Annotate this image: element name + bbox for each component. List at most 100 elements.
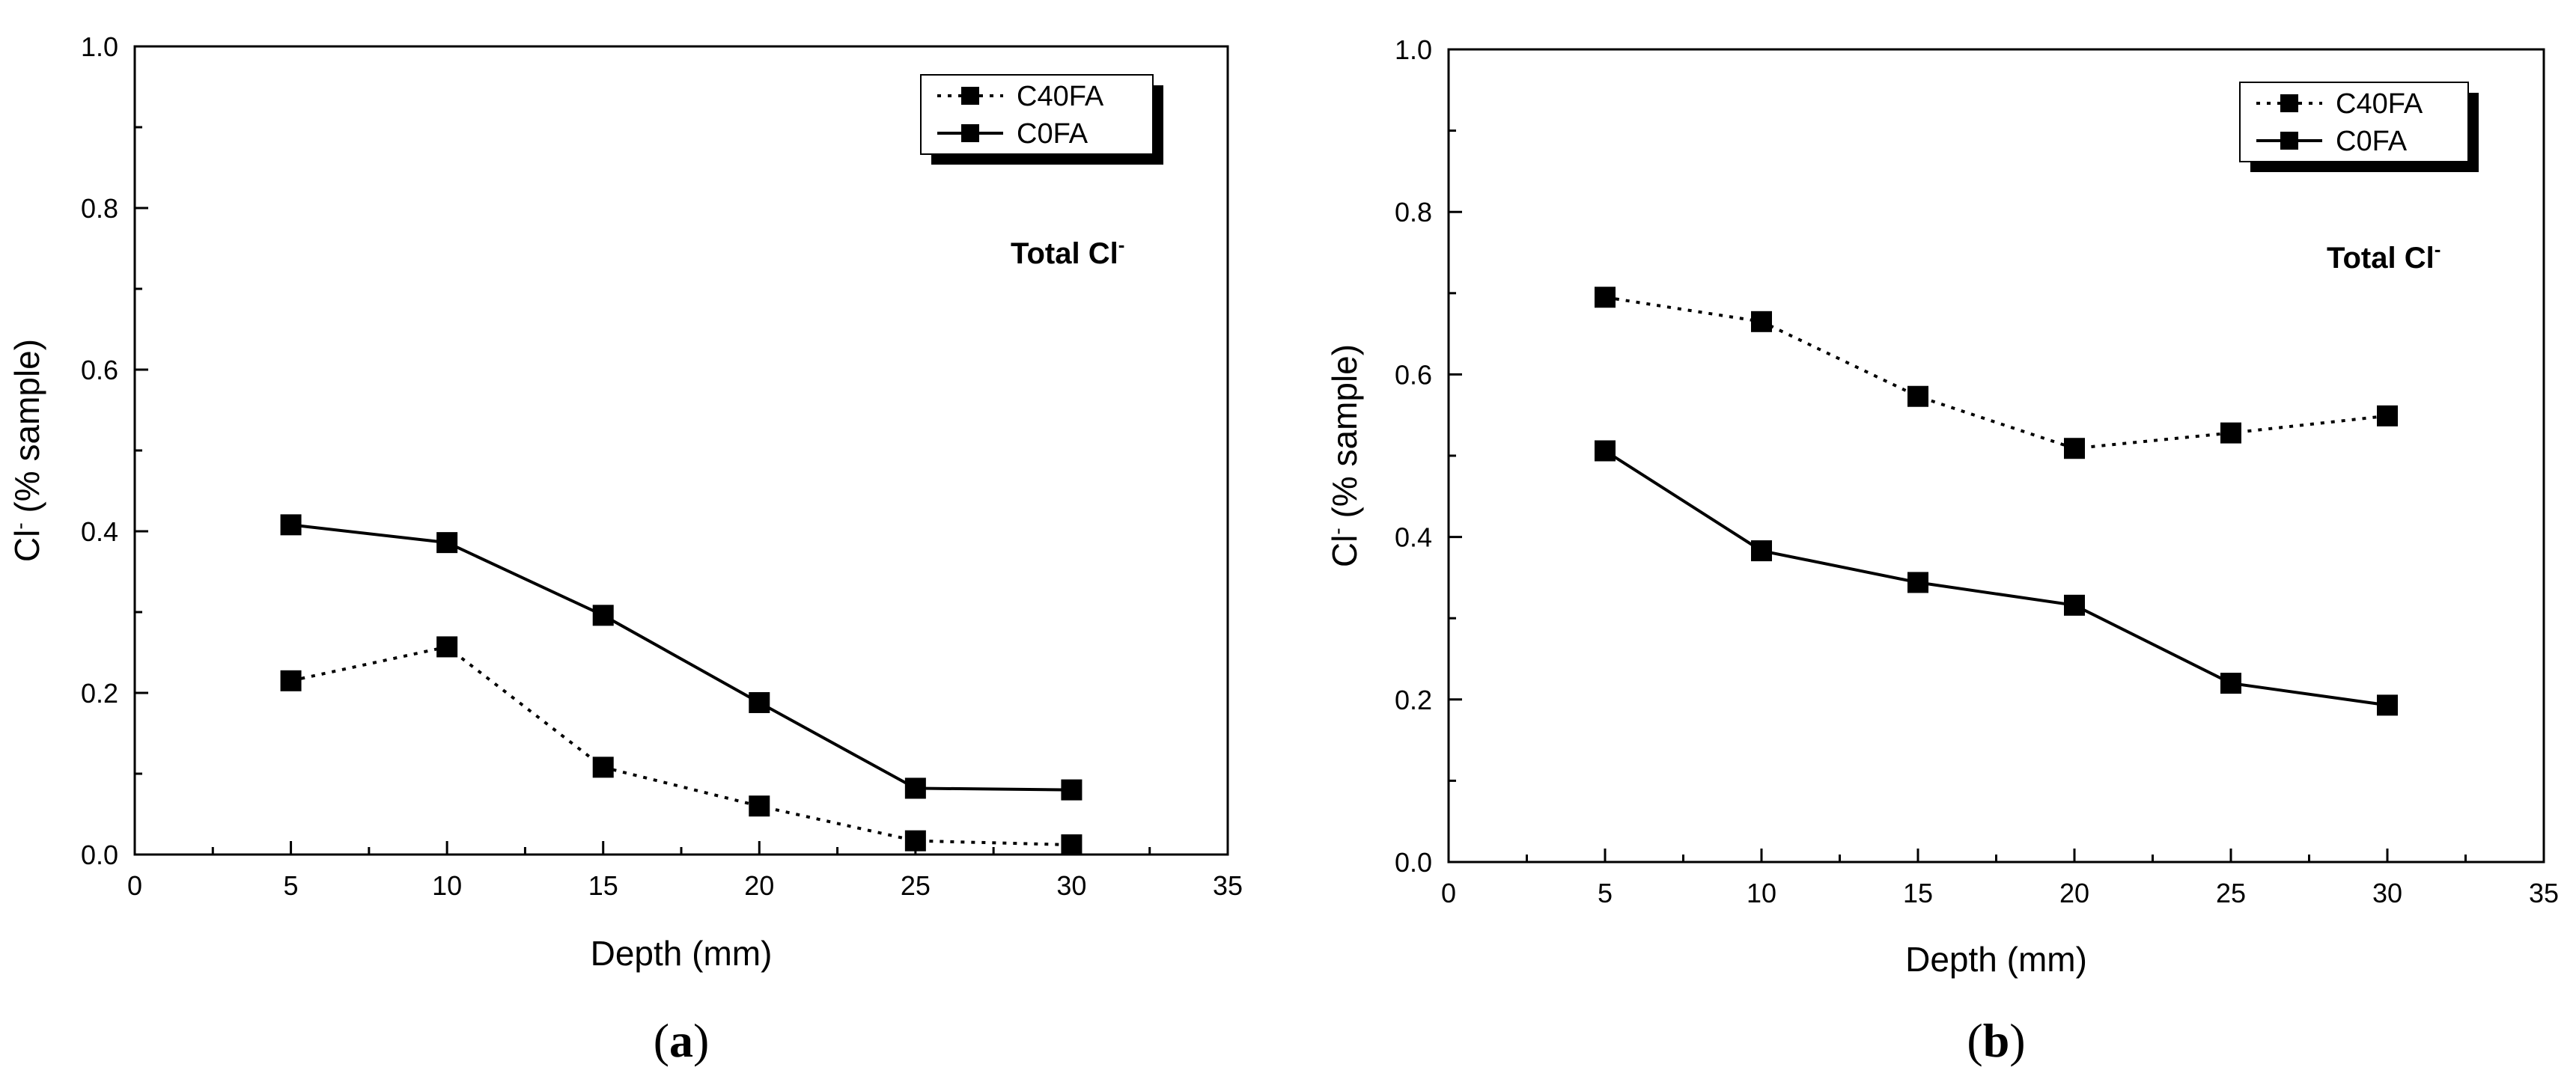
data-point-c0fa: [1061, 779, 1083, 801]
y-axis-title-sup: -: [1326, 528, 1349, 534]
data-point-c0fa: [904, 777, 926, 799]
legend-marker-c40fa: [961, 87, 979, 105]
y-tick-label: 1.0: [81, 31, 118, 62]
data-point-c0fa: [592, 605, 614, 626]
data-point-c0fa: [2064, 594, 2085, 616]
x-tick-label: 10: [432, 870, 462, 901]
series-c40fa: [1595, 287, 2398, 459]
data-point-c0fa: [436, 532, 458, 554]
chart-panel-a: 0 5 10 15 20 25 30 35 0.0 0.2 0.4 0.6 0.8 1.0 Depth (m…: [7, 31, 1243, 1067]
data-point-c0fa: [2377, 694, 2398, 716]
series-c0fa: [1595, 440, 2398, 716]
y-axis-title: Cl- (% sample): [1325, 344, 1364, 567]
data-point-c0fa: [2220, 673, 2241, 694]
data-point-c40fa: [1751, 311, 1772, 332]
y-tick-label: 0.2: [81, 678, 118, 709]
data-point-c40fa: [592, 757, 614, 778]
annotation-total-cl: Total Cl-: [1011, 233, 1124, 270]
data-point-c40fa: [2377, 405, 2398, 427]
y-axis-title-main: Cl: [1325, 535, 1364, 567]
panel-label-open: (: [654, 1014, 669, 1067]
x-tick-label: 15: [588, 870, 618, 901]
series-line-c40fa: [290, 645, 1072, 847]
data-point-c40fa: [1061, 834, 1083, 856]
y-tick-label: 0.6: [1395, 359, 1432, 390]
x-tick-label: 30: [2372, 878, 2402, 908]
y-axis-title: Cl- (% sample): [7, 339, 46, 562]
x-tick-label: 0: [1441, 878, 1456, 908]
series-line-c40fa: [1604, 296, 2388, 450]
data-point-c40fa: [2220, 422, 2241, 444]
legend-label-c40fa: C40FA: [2336, 88, 2423, 120]
legend: C40FA C0FA: [920, 74, 1163, 165]
legend-label-c40fa: C40FA: [1017, 81, 1104, 112]
panel-label-close: ): [2009, 1014, 2025, 1067]
data-point-c0fa: [749, 691, 770, 713]
x-tick-label: 25: [2216, 878, 2246, 908]
legend-label-c0fa: C0FA: [2336, 126, 2408, 157]
data-point-c40fa: [280, 670, 302, 691]
y-tick-label: 0.6: [81, 355, 118, 385]
panel-label-letter: b: [1983, 1014, 2010, 1067]
x-axis-title: Depth (mm): [591, 934, 773, 973]
x-tick-label: 35: [2529, 878, 2559, 908]
annotation-main: Total Cl: [2327, 242, 2435, 275]
panel-label-letter: a: [669, 1014, 693, 1067]
series-c40fa: [280, 636, 1083, 856]
data-point-c0fa: [1751, 540, 1772, 562]
legend-marker-c0fa: [2280, 132, 2298, 150]
panel-label: (a): [654, 1014, 710, 1067]
data-point-c40fa: [1907, 385, 1928, 407]
annotation-sup: -: [1118, 233, 1125, 256]
legend-box: [920, 74, 1154, 155]
x-axis-title: Depth (mm): [1905, 940, 2087, 979]
data-point-c0fa: [1595, 440, 1616, 462]
x-tick-label: 30: [1056, 870, 1086, 901]
annotation-sup: -: [2435, 238, 2441, 260]
legend-marker-c40fa: [2280, 94, 2298, 112]
y-tick-label: 0.4: [1395, 522, 1432, 553]
chart-panel-b: 0 5 10 15 20 25 30 35 0.0 0.2 0.4 0.6 0.8 1.0 Depth (m…: [1325, 34, 2559, 1067]
data-point-c40fa: [2064, 438, 2085, 459]
data-point-c40fa: [749, 795, 770, 817]
legend-marker-c0fa: [961, 124, 979, 142]
x-tick-label: 10: [1747, 878, 1776, 908]
series-line-c0fa: [1604, 449, 2388, 707]
y-tick-label: 0.0: [1395, 847, 1432, 878]
x-tick-label: 35: [1213, 870, 1243, 901]
x-tick-label: 25: [901, 870, 931, 901]
y-axis-title-rest: (% sample): [1325, 344, 1364, 528]
panel-label: (b): [1967, 1014, 2025, 1067]
legend-label-c0fa: C0FA: [1017, 118, 1088, 150]
data-point-c40fa: [904, 830, 926, 852]
y-tick-label: 0.8: [1395, 197, 1432, 227]
y-tick-label: 0.8: [81, 193, 118, 224]
y-tick-label: 1.0: [1395, 34, 1432, 65]
data-point-c40fa: [436, 636, 458, 658]
y-tick-label: 0.4: [81, 516, 118, 547]
panel-label-open: (: [1967, 1014, 1982, 1067]
y-axis-title-sup: -: [8, 522, 31, 529]
data-point-c40fa: [1595, 287, 1616, 308]
series-line-c0fa: [290, 523, 1072, 792]
legend-box: [2239, 82, 2469, 162]
annotation-total-cl: Total Cl-: [2327, 238, 2440, 275]
y-tick-label: 0.0: [81, 840, 118, 870]
x-tick-label: 5: [284, 870, 299, 901]
panel-label-close: ): [693, 1014, 709, 1067]
data-point-c0fa: [1907, 572, 1928, 593]
y-tick-label: 0.2: [1395, 685, 1432, 715]
series-c0fa: [280, 514, 1083, 801]
x-tick-label: 0: [127, 870, 142, 901]
x-tick-label: 15: [1903, 878, 1933, 908]
data-point-c0fa: [280, 514, 302, 536]
x-tick-label: 5: [1598, 878, 1613, 908]
annotation-main: Total Cl: [1011, 237, 1118, 270]
y-axis-title-main: Cl: [7, 530, 46, 562]
y-axis-title-rest: (% sample): [7, 339, 46, 522]
plot-frame: [133, 45, 1229, 856]
x-tick-label: 20: [744, 870, 774, 901]
legend: C40FA C0FA: [2239, 82, 2479, 172]
x-tick-label: 20: [2059, 878, 2089, 908]
